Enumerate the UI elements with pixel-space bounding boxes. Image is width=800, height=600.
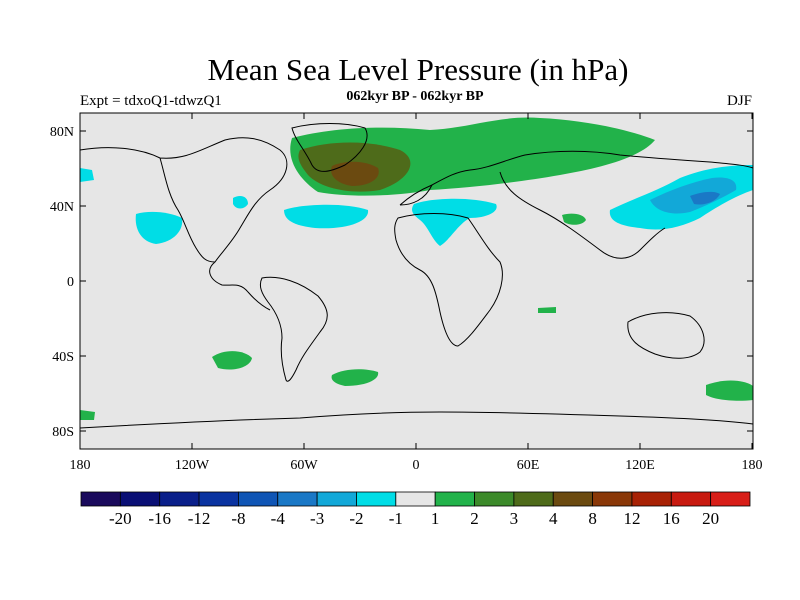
negative-anomaly-atlantic — [284, 204, 369, 229]
colorbar-swatch — [710, 491, 751, 507]
lat-tick-label: 80N — [50, 125, 74, 140]
colorbar-label: 8 — [588, 509, 597, 528]
colorbar-swatch — [277, 491, 318, 507]
positive-anomaly-south-pacific — [212, 351, 252, 370]
coastline-australia — [627, 312, 705, 359]
colorbar-label: -16 — [148, 509, 171, 528]
colorbar-swatch — [238, 491, 279, 507]
positive-anomaly-arabia — [562, 213, 586, 225]
colorbar-swatch — [80, 491, 121, 507]
positive-anomaly-far-east-south — [706, 380, 753, 401]
plot-title: Mean Sea Level Pressure (in hPa) — [207, 52, 629, 87]
negative-anomaly-east-asia-center — [690, 191, 720, 205]
colorbar-label: -1 — [389, 509, 403, 528]
latitude-axis: 80N 40N 0 40S 80S — [50, 125, 753, 440]
coastline-eurasia — [399, 150, 754, 259]
colorbar-swatch — [119, 491, 161, 507]
lon-tick-label: 60E — [517, 458, 540, 473]
colorbar-swatch — [198, 491, 239, 507]
negative-anomaly-far-west — [80, 168, 94, 182]
colorbar-swatch — [513, 491, 554, 507]
positive-anomaly-core-2 — [331, 161, 379, 186]
negative-anomaly-west-atlantic — [233, 196, 248, 209]
negative-anomaly-north-pacific — [135, 211, 183, 244]
longitude-axis: 180 120W 60W 0 60E 120E 180 — [70, 113, 763, 473]
colorbar-label: -3 — [310, 509, 324, 528]
colorbar-swatch — [395, 491, 436, 507]
colorbar-label: 3 — [510, 509, 519, 528]
colorbar-swatch — [592, 491, 633, 507]
colorbar-label: 16 — [663, 509, 680, 528]
season-label: DJF — [726, 93, 752, 109]
positive-anomaly-indian-ocean — [538, 307, 556, 313]
colorbar-swatch — [631, 491, 672, 507]
experiment-label: Expt = tdxoQ1-tdwzQ1 — [80, 93, 222, 109]
coastlines — [79, 123, 754, 429]
colorbar-label: 2 — [470, 509, 479, 528]
colorbar-swatch — [474, 491, 515, 507]
colorbar-label: -20 — [109, 509, 132, 528]
lat-tick-label: 40S — [52, 350, 74, 365]
lon-tick-label: 60W — [290, 458, 318, 473]
lat-tick-label: 40N — [50, 200, 74, 215]
lon-tick-label: 180 — [70, 458, 91, 473]
colorbar-label: -8 — [231, 509, 245, 528]
colorbar-label: 4 — [549, 509, 558, 528]
colorbar-swatch — [552, 491, 593, 507]
negative-anomaly-mediterranean — [412, 198, 497, 246]
positive-anomaly-west-edge — [80, 410, 95, 420]
positive-anomaly-south-atlantic — [331, 369, 379, 386]
colorbar-swatch — [356, 491, 397, 507]
colorbar-label: 20 — [702, 509, 719, 528]
coastline-africa — [394, 213, 503, 347]
colorbar-label: 1 — [431, 509, 440, 528]
colorbar-label: -12 — [188, 509, 211, 528]
colorbar-swatch — [670, 491, 712, 507]
colorbar-swatch — [316, 491, 357, 507]
coastline-south-america — [259, 276, 328, 382]
colorbar-swatch — [434, 491, 475, 507]
pressure-anomaly-fields — [80, 117, 753, 420]
lat-tick-label: 80S — [52, 425, 74, 440]
colorbar-label: -4 — [271, 509, 286, 528]
lat-tick-label: 0 — [67, 275, 74, 290]
lon-tick-label: 180 — [742, 458, 763, 473]
lon-tick-label: 120W — [175, 458, 210, 473]
coastline-north-america — [79, 137, 288, 311]
lon-tick-label: 120E — [625, 458, 655, 473]
coastline-greenland — [291, 123, 368, 172]
colorbar-label: 12 — [623, 509, 640, 528]
colorbar-label: -2 — [349, 509, 363, 528]
period-label: 062kyr BP - 062kyr BP — [346, 89, 484, 104]
colorbar: -20 -16 -12 -8 -4 -3 -2 -1 1 2 3 4 8 12 16 20 — [80, 491, 751, 528]
lon-tick-label: 0 — [413, 458, 420, 473]
colorbar-swatch — [159, 491, 200, 507]
coastline-antarctica — [79, 411, 754, 429]
